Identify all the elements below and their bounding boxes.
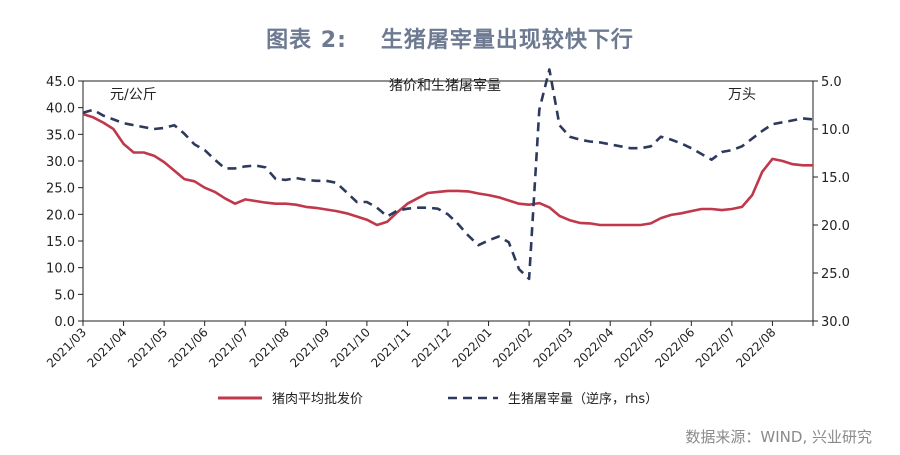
x-tick-label: 2021/04: [85, 325, 130, 370]
y-right-tick-label: 5.0: [821, 75, 842, 90]
y-left-tick-label: 40.0: [46, 102, 75, 117]
title-text: 生猪屠宰量出现较快下行: [380, 28, 634, 53]
x-tick-label: 2022/08: [733, 325, 778, 370]
y-left-tick-label: 0.0: [54, 315, 75, 330]
y-left-tick-label: 20.0: [46, 208, 75, 223]
x-tick-label: 2021/06: [166, 325, 211, 370]
x-tick-label: 2022/02: [490, 325, 535, 370]
legend-label-pork-price: 猪肉平均批发价: [272, 391, 363, 407]
y-left-tick-label: 5.0: [54, 288, 75, 303]
chart-title: 图表 2: 生猪屠宰量出现较快下行: [0, 22, 900, 54]
y-left-tick-label: 10.0: [46, 262, 75, 277]
x-tick-label: 2021/03: [44, 325, 89, 370]
y-left-tick-label: 45.0: [46, 75, 75, 90]
x-tick-label: 2021/11: [368, 325, 413, 370]
x-tick-label: 2022/07: [693, 325, 738, 370]
y-right-tick-label: 15.0: [821, 171, 850, 186]
chart-series: [82, 68, 814, 281]
y-left-tick-label: 15.0: [46, 235, 75, 250]
x-tick-label: 2022/03: [531, 325, 576, 370]
x-tick-label: 2021/05: [125, 325, 170, 370]
legend-label-slaughter-volume: 生猪屠宰量（逆序，rhs）: [508, 391, 658, 407]
center-chart-label: 猪价和生猪屠宰量: [389, 78, 501, 94]
series-line-pork-price: [82, 112, 813, 227]
x-tick-label: 2022/01: [450, 325, 495, 370]
plot-frame: [82, 80, 814, 322]
x-tick-label: 2021/08: [247, 325, 292, 370]
y-left-tick-label: 25.0: [46, 182, 75, 197]
data-source: 数据来源：WIND, 兴业研究: [685, 428, 872, 446]
chart-legend: 猪肉平均批发价 生猪屠宰量（逆序，rhs）: [218, 391, 658, 407]
left-unit-label: 元/公斤: [110, 87, 157, 103]
y-right-tick-label: 10.0: [821, 123, 850, 138]
x-tick-label: 2022/06: [652, 325, 697, 370]
y-right-tick-label: 25.0: [821, 267, 850, 282]
x-tick-label: 2021/07: [206, 325, 251, 370]
x-tick-label: 2021/09: [287, 325, 332, 370]
right-unit-label: 万头: [728, 87, 756, 103]
x-tick-label: 2022/04: [571, 325, 616, 370]
x-tick-label: 2021/10: [328, 325, 373, 370]
y-left-tick-label: 35.0: [46, 128, 75, 143]
y-right-tick-label: 30.0: [821, 315, 850, 330]
x-tick-label: 2021/12: [409, 325, 454, 370]
y-right-tick-label: 20.0: [821, 219, 850, 234]
series-line-slaughter-volume: [82, 68, 814, 281]
chart-axes: 0.0 5.0 10.0 15.0 20.0 25.0 30.0 35.0 40.0 45.0 5.…: [44, 75, 850, 370]
y-left-tick-label: 30.0: [46, 155, 75, 170]
x-tick-label: 2022/05: [612, 325, 657, 370]
title-prefix: 图表 2:: [266, 28, 347, 53]
